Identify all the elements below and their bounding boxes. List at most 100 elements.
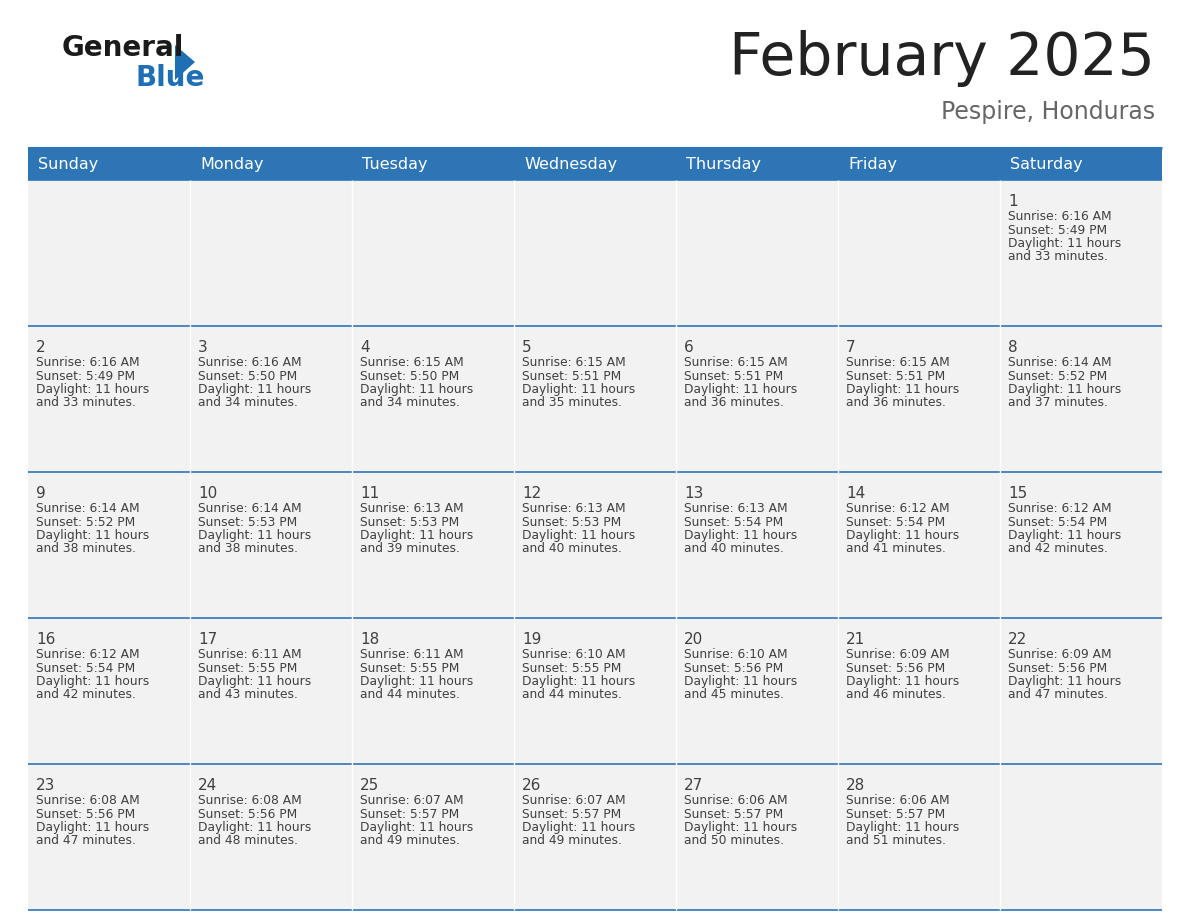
Text: 16: 16 [36, 632, 56, 647]
Text: and 47 minutes.: and 47 minutes. [36, 834, 135, 847]
Bar [676, 180, 838, 326]
Text: 8: 8 [1007, 340, 1018, 355]
Text: Sunrise: 6:09 AM: Sunrise: 6:09 AM [1007, 648, 1112, 661]
Text: 9: 9 [36, 486, 46, 501]
Text: and 39 minutes.: and 39 minutes. [360, 543, 460, 555]
Text: Sunset: 5:56 PM: Sunset: 5:56 PM [1007, 662, 1107, 675]
Text: 25: 25 [360, 778, 379, 793]
Text: Sunrise: 6:11 AM: Sunrise: 6:11 AM [198, 648, 302, 661]
Text: and 49 minutes.: and 49 minutes. [360, 834, 460, 847]
Bar [352, 326, 514, 472]
Text: Sunrise: 6:09 AM: Sunrise: 6:09 AM [846, 648, 949, 661]
Text: Sunset: 5:57 PM: Sunset: 5:57 PM [522, 808, 621, 821]
Text: 21: 21 [846, 632, 865, 647]
Text: Daylight: 11 hours: Daylight: 11 hours [36, 821, 150, 834]
Text: Sunset: 5:53 PM: Sunset: 5:53 PM [360, 516, 460, 529]
Text: Daylight: 11 hours: Daylight: 11 hours [1007, 237, 1121, 250]
Text: Sunset: 5:51 PM: Sunset: 5:51 PM [846, 370, 946, 383]
Bar [838, 618, 1000, 764]
Bar [190, 148, 352, 180]
Text: Daylight: 11 hours: Daylight: 11 hours [522, 675, 636, 688]
Text: Daylight: 11 hours: Daylight: 11 hours [846, 675, 959, 688]
Bar [1000, 180, 1162, 326]
Text: Daylight: 11 hours: Daylight: 11 hours [1007, 383, 1121, 396]
Text: Daylight: 11 hours: Daylight: 11 hours [36, 529, 150, 542]
Text: and 38 minutes.: and 38 minutes. [36, 543, 135, 555]
Text: Daylight: 11 hours: Daylight: 11 hours [684, 675, 797, 688]
Bar [352, 472, 514, 618]
Text: and 51 minutes.: and 51 minutes. [846, 834, 946, 847]
Text: Sunrise: 6:06 AM: Sunrise: 6:06 AM [846, 794, 949, 807]
Text: and 47 minutes.: and 47 minutes. [1007, 688, 1108, 701]
Text: 28: 28 [846, 778, 865, 793]
Text: Sunset: 5:56 PM: Sunset: 5:56 PM [684, 662, 783, 675]
Text: 15: 15 [1007, 486, 1028, 501]
Text: 3: 3 [198, 340, 208, 355]
Text: 17: 17 [198, 632, 217, 647]
Text: Daylight: 11 hours: Daylight: 11 hours [522, 529, 636, 542]
Text: Daylight: 11 hours: Daylight: 11 hours [522, 821, 636, 834]
Bar [676, 472, 838, 618]
Text: Sunrise: 6:12 AM: Sunrise: 6:12 AM [1007, 502, 1112, 515]
Text: Sunset: 5:57 PM: Sunset: 5:57 PM [846, 808, 946, 821]
Bar [352, 618, 514, 764]
Text: Daylight: 11 hours: Daylight: 11 hours [684, 529, 797, 542]
Text: Sunset: 5:53 PM: Sunset: 5:53 PM [522, 516, 621, 529]
Text: and 44 minutes.: and 44 minutes. [522, 688, 621, 701]
Text: Daylight: 11 hours: Daylight: 11 hours [522, 383, 636, 396]
Text: Daylight: 11 hours: Daylight: 11 hours [360, 529, 473, 542]
Text: Thursday: Thursday [685, 156, 762, 172]
Text: Sunrise: 6:13 AM: Sunrise: 6:13 AM [684, 502, 788, 515]
Text: Daylight: 11 hours: Daylight: 11 hours [360, 383, 473, 396]
Bar [514, 764, 676, 910]
Bar [29, 764, 190, 910]
Text: Daylight: 11 hours: Daylight: 11 hours [1007, 529, 1121, 542]
Bar [514, 326, 676, 472]
Text: General: General [62, 34, 184, 62]
Text: 20: 20 [684, 632, 703, 647]
Text: 27: 27 [684, 778, 703, 793]
Text: and 35 minutes.: and 35 minutes. [522, 397, 623, 409]
Bar [1000, 472, 1162, 618]
Text: 2: 2 [36, 340, 45, 355]
Text: Daylight: 11 hours: Daylight: 11 hours [360, 675, 473, 688]
Text: and 44 minutes.: and 44 minutes. [360, 688, 460, 701]
Text: Sunrise: 6:15 AM: Sunrise: 6:15 AM [846, 356, 949, 369]
Text: and 50 minutes.: and 50 minutes. [684, 834, 784, 847]
Bar [1000, 618, 1162, 764]
Text: Sunset: 5:56 PM: Sunset: 5:56 PM [36, 808, 135, 821]
Bar [838, 148, 1000, 180]
Text: and 38 minutes.: and 38 minutes. [198, 543, 298, 555]
Text: 4: 4 [360, 340, 369, 355]
Bar [29, 148, 190, 180]
Text: Saturday: Saturday [1010, 156, 1082, 172]
Text: 12: 12 [522, 486, 542, 501]
Bar [1000, 148, 1162, 180]
Polygon shape [175, 45, 195, 80]
Text: Sunset: 5:55 PM: Sunset: 5:55 PM [522, 662, 621, 675]
Bar [676, 618, 838, 764]
Text: Sunrise: 6:16 AM: Sunrise: 6:16 AM [36, 356, 140, 369]
Text: and 49 minutes.: and 49 minutes. [522, 834, 621, 847]
Text: Sunset: 5:50 PM: Sunset: 5:50 PM [198, 370, 297, 383]
Text: Daylight: 11 hours: Daylight: 11 hours [360, 821, 473, 834]
Bar [352, 148, 514, 180]
Text: 22: 22 [1007, 632, 1028, 647]
Text: Sunset: 5:52 PM: Sunset: 5:52 PM [1007, 370, 1107, 383]
Text: Tuesday: Tuesday [362, 156, 428, 172]
Bar [352, 180, 514, 326]
Text: Sunrise: 6:16 AM: Sunrise: 6:16 AM [198, 356, 302, 369]
Text: 24: 24 [198, 778, 217, 793]
Text: 26: 26 [522, 778, 542, 793]
Text: and 36 minutes.: and 36 minutes. [846, 397, 946, 409]
Text: Daylight: 11 hours: Daylight: 11 hours [684, 383, 797, 396]
Text: and 40 minutes.: and 40 minutes. [684, 543, 784, 555]
Text: Sunrise: 6:13 AM: Sunrise: 6:13 AM [360, 502, 463, 515]
Text: and 46 minutes.: and 46 minutes. [846, 688, 946, 701]
Bar [352, 764, 514, 910]
Text: Sunset: 5:56 PM: Sunset: 5:56 PM [846, 662, 946, 675]
Bar [29, 326, 190, 472]
Text: 1: 1 [1007, 194, 1018, 209]
Text: Sunset: 5:51 PM: Sunset: 5:51 PM [684, 370, 783, 383]
Text: 18: 18 [360, 632, 379, 647]
